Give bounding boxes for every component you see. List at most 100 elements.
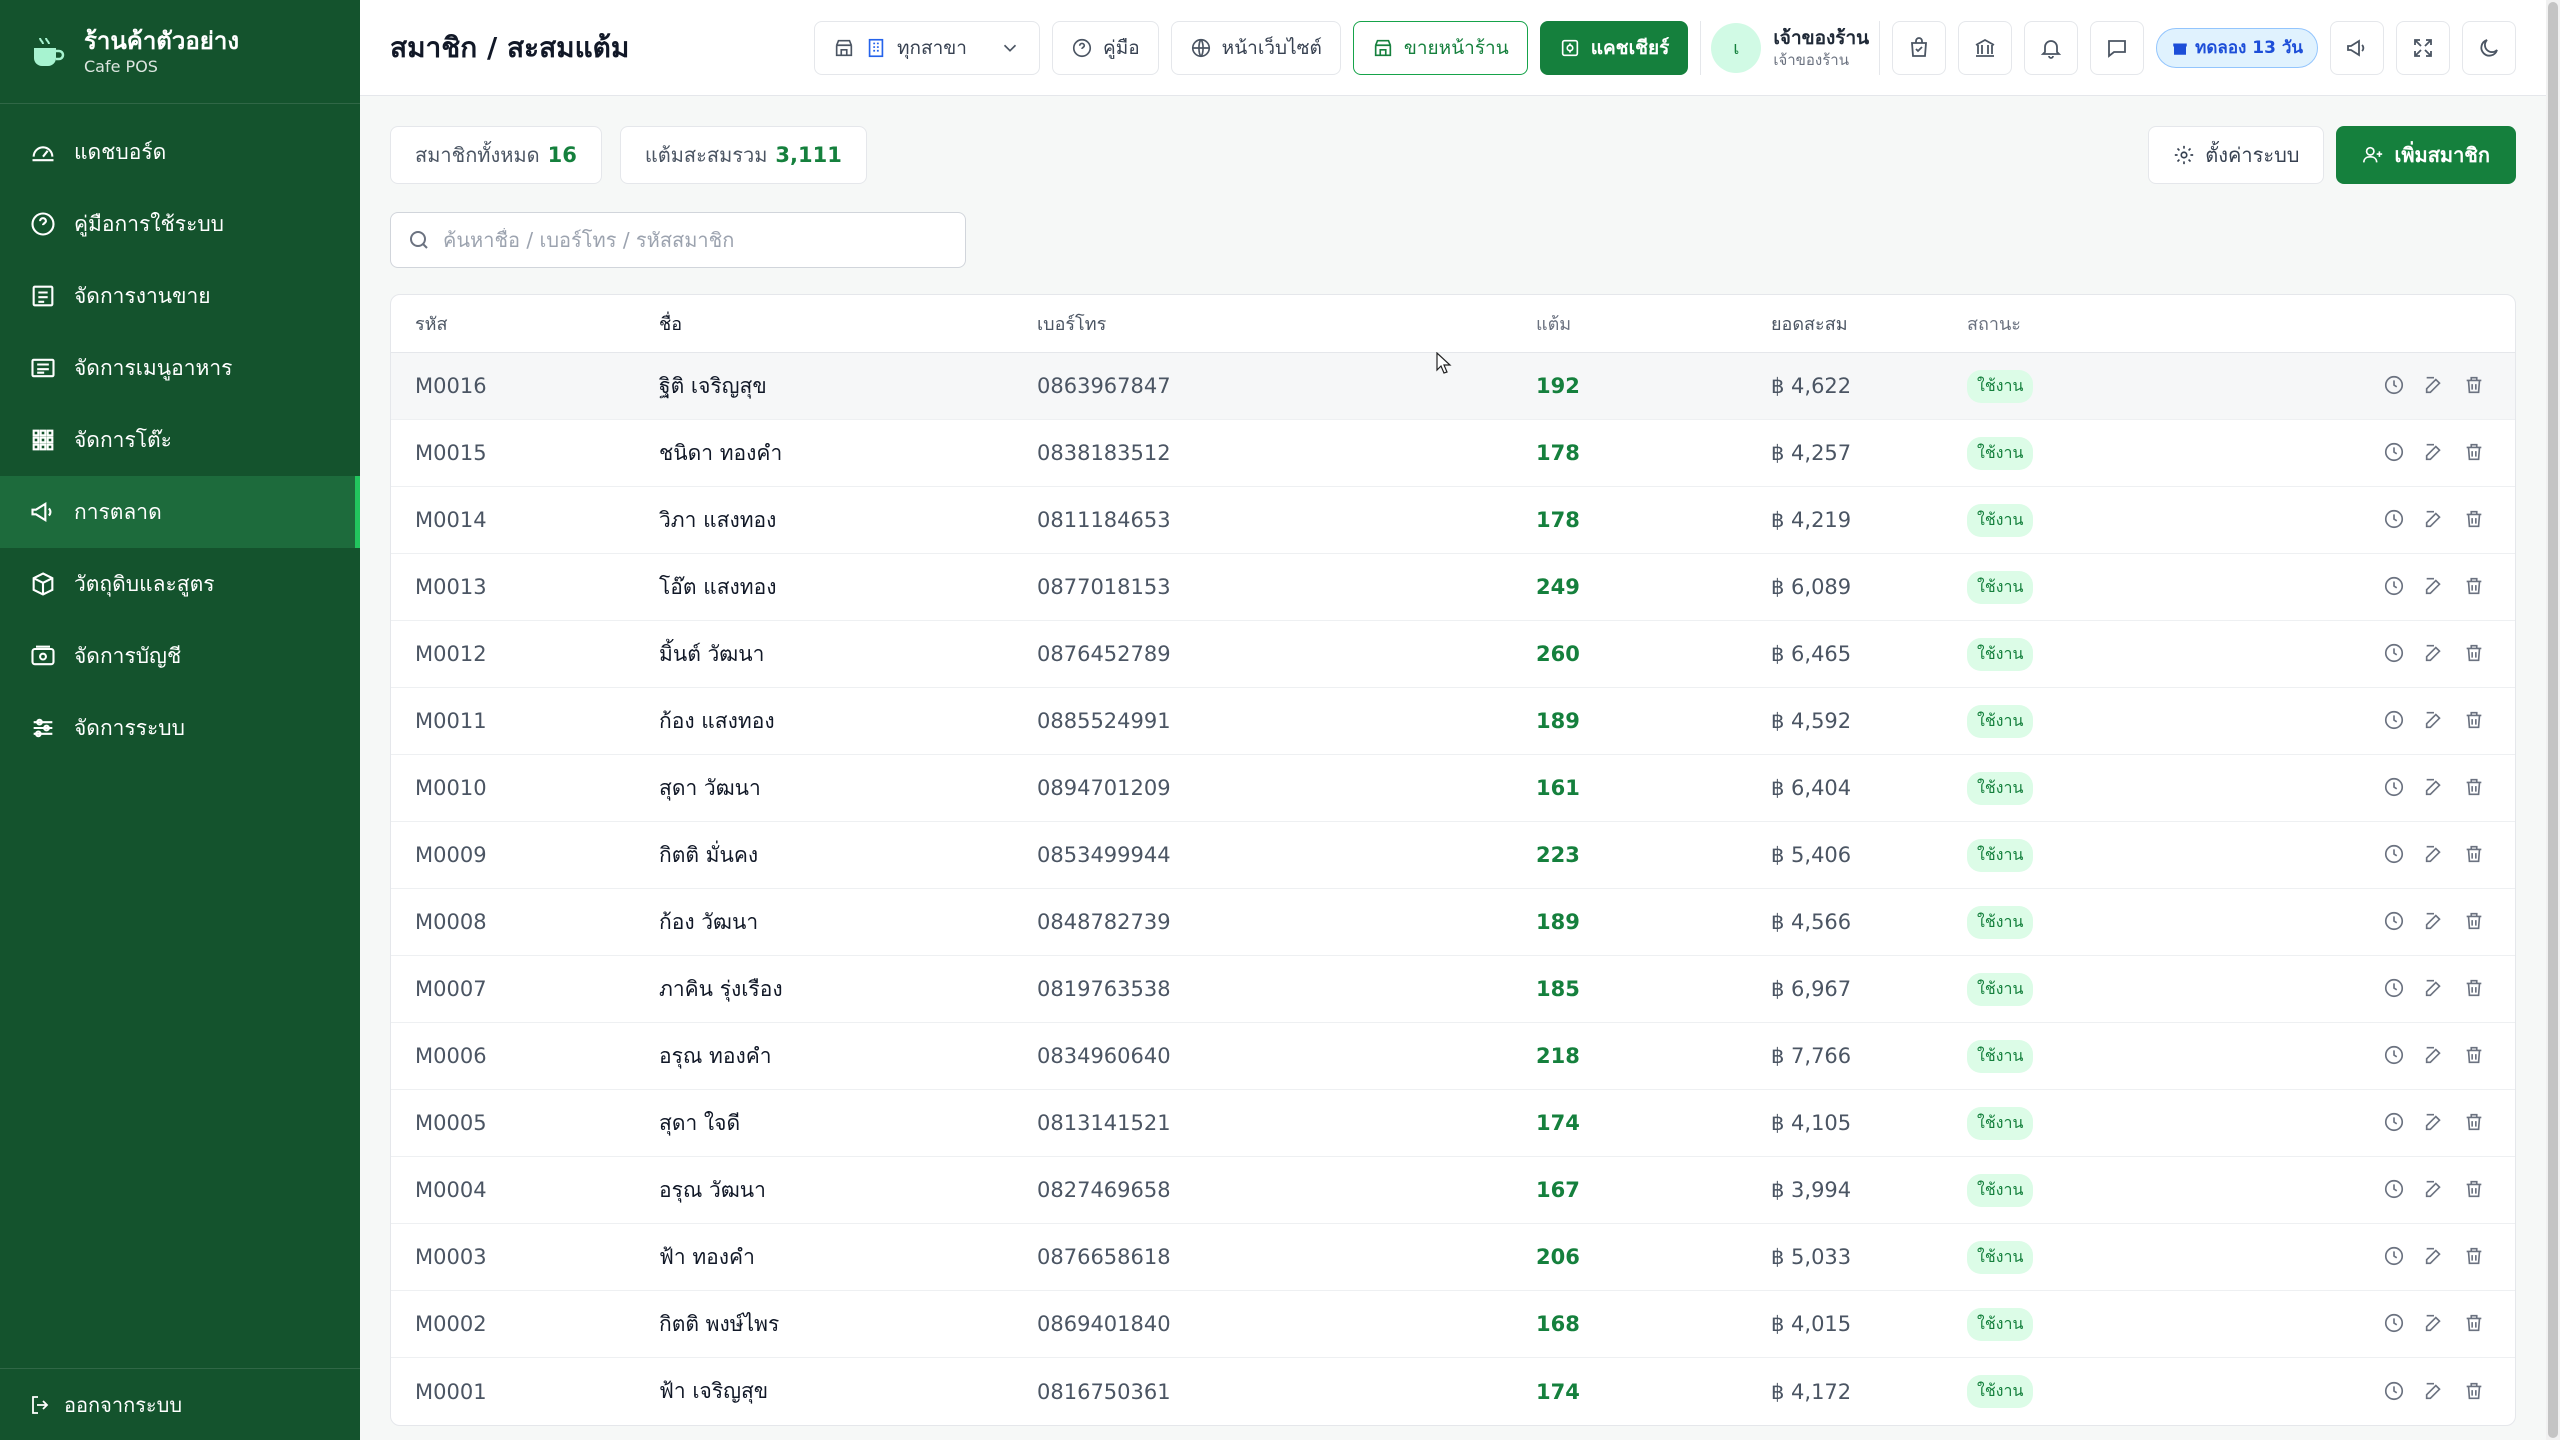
trash-icon[interactable] — [2463, 709, 2487, 733]
trash-icon[interactable] — [2463, 508, 2487, 532]
history-icon[interactable] — [2383, 776, 2407, 800]
table-row[interactable]: M0001 ฟ้า เจริญสุข 0816750361 174 ฿ 4,172 ใช้… — [391, 1358, 2515, 1425]
trash-icon[interactable] — [2463, 441, 2487, 465]
history-icon[interactable] — [2383, 910, 2407, 934]
history-icon[interactable] — [2383, 1178, 2407, 1202]
edit-icon[interactable] — [2423, 642, 2447, 666]
trash-icon[interactable] — [2463, 1245, 2487, 1269]
trash-icon[interactable] — [2463, 776, 2487, 800]
table-row[interactable]: M0015 ชนิดา ทองคำ 0838183512 178 ฿ 4,257 ใช้ง… — [391, 420, 2515, 487]
messages-button[interactable] — [2090, 20, 2145, 75]
sidebar-item-6[interactable]: วัตถุดิบและสูตร — [0, 548, 360, 620]
sidebar-item-0[interactable]: แดชบอร์ด — [0, 116, 360, 188]
edit-icon[interactable] — [2423, 374, 2447, 398]
dashboard-icon — [28, 137, 58, 167]
member-total: ฿ 4,172 — [1771, 1379, 1852, 1404]
website-button[interactable]: หน้าเว็บไซต์ — [1170, 20, 1341, 75]
table-row[interactable]: M0011 ก้อง แสงทอง 0885524991 189 ฿ 4,592 ใช้ง… — [391, 688, 2515, 755]
history-icon[interactable] — [2383, 374, 2407, 398]
edit-icon[interactable] — [2423, 1178, 2447, 1202]
edit-icon[interactable] — [2423, 776, 2447, 800]
sidebar-item-8[interactable]: จัดการระบบ — [0, 692, 360, 764]
table-row[interactable]: M0008 ก้อง วัฒนา 0848782739 189 ฿ 4,566 ใช้งา… — [391, 889, 2515, 956]
table-row[interactable]: M0004 อรุณ วัฒนา 0827469658 167 ฿ 3,994 ใช้งา… — [391, 1157, 2515, 1224]
edit-icon[interactable] — [2423, 843, 2447, 867]
trash-icon[interactable] — [2463, 910, 2487, 934]
brand[interactable]: ร้านค้าตัวอย่าง Cafe POS — [0, 0, 360, 104]
history-icon[interactable] — [2383, 441, 2407, 465]
toolbar: สมาชิกทั้งหมด 16 แต้มสะสมรวม 3,111 ตั้งค… — [390, 126, 2516, 184]
trash-icon[interactable] — [2463, 642, 2487, 666]
logout-button[interactable]: ออกจากระบบ — [0, 1368, 360, 1440]
table-row[interactable]: M0007 ภาคิน รุ่งเรือง 0819763538 185 ฿ 6,967… — [391, 956, 2515, 1023]
edit-icon[interactable] — [2423, 1380, 2447, 1404]
table-row[interactable]: M0005 สุดา ใจดี 0813141521 174 ฿ 4,105 ใช้งาน — [391, 1090, 2515, 1157]
add-member-button[interactable]: เพิ่มสมาชิก — [2336, 126, 2516, 184]
sidebar-item-3[interactable]: จัดการเมนูอาหาร — [0, 332, 360, 404]
trash-icon[interactable] — [2463, 1178, 2487, 1202]
table-row[interactable]: M0010 สุดา วัฒนา 0894701209 161 ฿ 6,404 ใช้งา… — [391, 755, 2515, 822]
history-icon[interactable] — [2383, 709, 2407, 733]
guide-button[interactable]: คู่มือ — [1052, 20, 1159, 75]
trash-icon[interactable] — [2463, 575, 2487, 599]
member-points: 167 — [1536, 1178, 1580, 1202]
scroll-thumb[interactable] — [2548, 2, 2558, 1438]
history-icon[interactable] — [2383, 843, 2407, 867]
history-icon[interactable] — [2383, 977, 2407, 1001]
edit-icon[interactable] — [2423, 441, 2447, 465]
history-icon[interactable] — [2383, 1380, 2407, 1404]
trash-icon[interactable] — [2463, 977, 2487, 1001]
table-row[interactable]: M0013 โอ๊ต แสงทอง 0877018153 249 ฿ 6,089 ใช้ง… — [391, 554, 2515, 621]
edit-icon[interactable] — [2423, 1312, 2447, 1336]
sidebar-item-1[interactable]: คู่มือการใช้ระบบ — [0, 188, 360, 260]
trash-icon[interactable] — [2463, 1044, 2487, 1068]
search-input[interactable] — [443, 228, 943, 252]
table-row[interactable]: M0009 กิตติ มั่นคง 0853499944 223 ฿ 5,406 ใช้… — [391, 822, 2515, 889]
history-icon[interactable] — [2383, 1312, 2407, 1336]
sidebar-item-2[interactable]: จัดการงานขาย — [0, 260, 360, 332]
history-icon[interactable] — [2383, 575, 2407, 599]
notifications-button[interactable] — [2024, 20, 2079, 75]
bank-button[interactable] — [1958, 20, 2013, 75]
edit-icon[interactable] — [2423, 575, 2447, 599]
trash-icon[interactable] — [2463, 374, 2487, 398]
sidebar-item-5[interactable]: การตลาด — [0, 476, 360, 548]
fullscreen-button[interactable] — [2396, 20, 2450, 75]
table-row[interactable]: M0006 อรุณ ทองคำ 0834960640 218 ฿ 7,766 ใช้งา… — [391, 1023, 2515, 1090]
history-icon[interactable] — [2383, 1111, 2407, 1135]
cashier-button[interactable]: แคชเชียร์ — [1539, 20, 1689, 75]
theme-toggle-button[interactable] — [2462, 20, 2516, 75]
page-scrollbar[interactable] — [2546, 0, 2560, 1440]
announcements-button[interactable] — [2330, 20, 2384, 75]
table-row[interactable]: M0016 ฐิติ เจริญสุข 0863967847 192 ฿ 4,622 ใช… — [391, 353, 2515, 420]
sidebar-item-4[interactable]: จัดการโต๊ะ — [0, 404, 360, 476]
sidebar-item-7[interactable]: จัดการบัญชี — [0, 620, 360, 692]
table-row[interactable]: M0014 วิภา แสงทอง 0811184653 178 ฿ 4,219 ใช้ง… — [391, 487, 2515, 554]
trash-icon[interactable] — [2463, 1380, 2487, 1404]
table-row[interactable]: M0002 กิตติ พงษ์ไพร 0869401840 168 ฿ 4,015 ใช… — [391, 1291, 2515, 1358]
edit-icon[interactable] — [2423, 508, 2447, 532]
edit-icon[interactable] — [2423, 977, 2447, 1001]
history-icon[interactable] — [2383, 1245, 2407, 1269]
edit-icon[interactable] — [2423, 1044, 2447, 1068]
branch-select[interactable]: ทุกสาขา — [814, 20, 1041, 75]
orders-button[interactable] — [1892, 20, 1947, 75]
edit-icon[interactable] — [2423, 910, 2447, 934]
trash-icon[interactable] — [2463, 1312, 2487, 1336]
history-icon[interactable] — [2383, 642, 2407, 666]
edit-icon[interactable] — [2423, 1245, 2447, 1269]
history-icon[interactable] — [2383, 508, 2407, 532]
trial-badge[interactable]: ทดลอง 13 วัน — [2156, 27, 2318, 68]
trash-icon[interactable] — [2463, 843, 2487, 867]
user-menu[interactable]: เ เจ้าของร้าน เจ้าของร้าน — [1700, 20, 1881, 75]
settings-button[interactable]: ตั้งค่าระบบ — [2148, 126, 2325, 184]
storefront-button[interactable]: ขายหน้าร้าน — [1352, 20, 1528, 75]
table-row[interactable]: M0012 มิ้นต์ วัฒนา 0876452789 260 ฿ 6,465 ใช้… — [391, 621, 2515, 688]
edit-icon[interactable] — [2423, 709, 2447, 733]
toolbar-actions: ตั้งค่าระบบ เพิ่มสมาชิก — [2148, 126, 2516, 184]
table-row[interactable]: M0003 ฟ้า ทองคำ 0876658618 206 ฿ 5,033 ใช้งาน — [391, 1224, 2515, 1291]
edit-icon[interactable] — [2423, 1111, 2447, 1135]
sidebar-item-label: จัดการงานขาย — [74, 283, 211, 308]
trash-icon[interactable] — [2463, 1111, 2487, 1135]
history-icon[interactable] — [2383, 1044, 2407, 1068]
